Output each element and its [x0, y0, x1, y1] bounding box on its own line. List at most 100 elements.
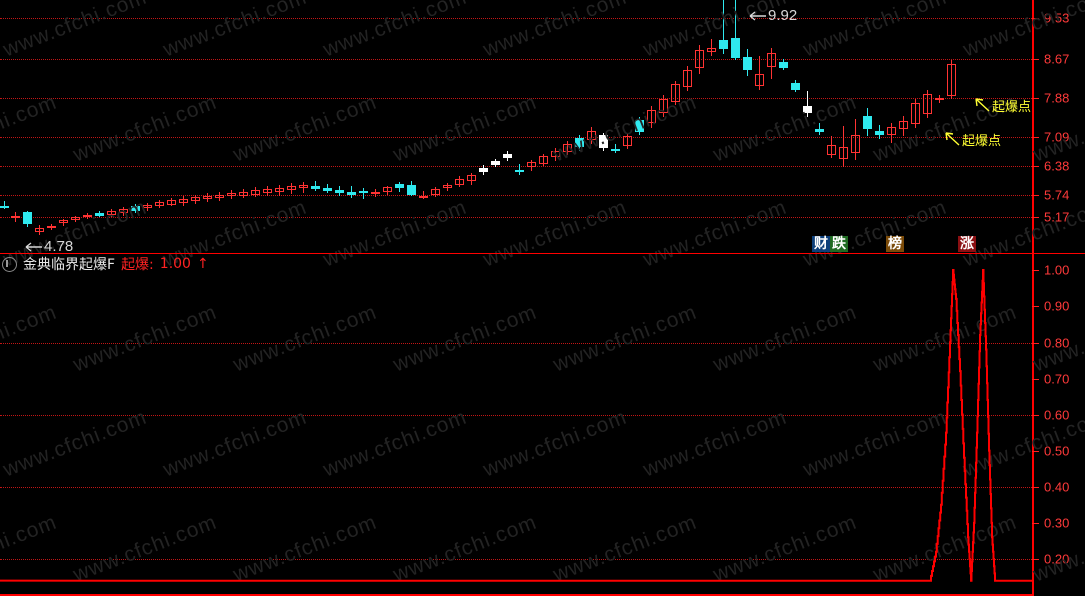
candlestick [466, 172, 476, 185]
indicator-axis-label: 0.70 [1044, 371, 1070, 387]
candle-body [778, 62, 788, 68]
candle-body [658, 98, 668, 114]
candlestick [742, 48, 752, 76]
candle-wick [686, 65, 688, 91]
candle-body [178, 199, 188, 203]
candle-body [586, 130, 596, 140]
gridline [0, 415, 1032, 416]
price-candlestick-panel: 9.53 8.67 7.88 7.09 6.38 5.74 5.17 [0, 0, 1085, 253]
candlestick [250, 187, 260, 198]
candlestick [850, 118, 860, 160]
candle-wick [434, 187, 436, 198]
candlestick [70, 215, 80, 222]
candle-body [442, 184, 452, 189]
expand-toggle-icon[interactable] [2, 256, 17, 272]
axis-tick [1032, 415, 1039, 416]
candle-body [850, 135, 860, 153]
candlestick [226, 190, 236, 200]
rank-tag-2[interactable]: 榜 [886, 236, 904, 252]
candle-body [730, 37, 740, 58]
candle-wick [218, 191, 220, 202]
candlestick [550, 148, 560, 161]
candle-body [226, 192, 236, 197]
candle-wick [362, 188, 364, 200]
candle-wick [722, 0, 724, 55]
candle-wick [518, 163, 520, 175]
candle-body [622, 136, 632, 147]
candle-body [310, 186, 320, 190]
candle-body [802, 106, 812, 114]
candle-wick [770, 47, 772, 79]
candle-wick [542, 153, 544, 167]
candle-body [262, 189, 272, 193]
axis-tick [1032, 59, 1039, 60]
candle-wick [914, 98, 916, 128]
callout-label: 起爆点 [962, 133, 1002, 148]
candlestick [586, 127, 596, 144]
candle-body [490, 160, 500, 166]
indicator-axis-label: 0.50 [1044, 443, 1070, 459]
candle-body [466, 175, 476, 181]
candle-body [238, 191, 248, 196]
gridline [0, 166, 1032, 167]
gridline [0, 18, 1032, 19]
candlestick [130, 203, 140, 213]
candlestick [622, 133, 632, 149]
candle-body [154, 201, 164, 207]
candle-body [826, 145, 836, 156]
candle-wick [926, 89, 928, 118]
candle-body [610, 148, 620, 151]
candlestick [262, 185, 272, 197]
candlestick [202, 192, 212, 202]
candle-wick [806, 91, 808, 118]
candlestick [0, 201, 9, 210]
candle-body [670, 84, 680, 102]
candle-body [0, 205, 9, 209]
axis-tick [1032, 195, 1039, 196]
candlestick [826, 136, 836, 159]
candle-body [946, 64, 956, 97]
candlestick [670, 80, 680, 106]
callout-label: 起爆点 [992, 99, 1032, 114]
axis-tick [1032, 306, 1039, 307]
candle-body [790, 83, 800, 90]
candlestick [382, 185, 392, 195]
candle-body [634, 119, 644, 132]
candlestick [190, 194, 200, 204]
candle-wick [266, 185, 268, 197]
indicator-plot-area[interactable] [0, 253, 1032, 596]
candle-body [394, 183, 404, 189]
candle-wick [590, 127, 592, 144]
rank-tag-1[interactable]: 跌 [830, 236, 848, 252]
candle-wick [458, 176, 460, 188]
candle-wick [470, 172, 472, 185]
candle-wick [194, 194, 196, 204]
candle-body [358, 190, 368, 193]
candle-body [418, 195, 428, 198]
axis-tick [1032, 523, 1039, 524]
price-axis-label: 9.53 [1044, 10, 1070, 26]
candlestick [514, 163, 524, 175]
candle-body [502, 153, 512, 159]
ranking-tag-row[interactable]: 财跌 榜 涨 [812, 236, 976, 252]
candlestick [862, 107, 872, 137]
indicator-axis-label: 0.80 [1044, 335, 1070, 351]
axis-tick [1032, 217, 1039, 218]
price-plot-area[interactable] [0, 0, 1032, 253]
candlestick [562, 140, 572, 156]
axis-tick [1032, 559, 1039, 560]
candle-wick [290, 182, 292, 194]
indicator-title-bar: 金典临界起爆F 起爆: 1.00 ↑ [0, 253, 1085, 275]
candle-wick [170, 198, 172, 207]
axis-tick [1032, 98, 1039, 99]
candlestick [238, 189, 248, 199]
candlestick [634, 117, 644, 136]
rank-tag-3[interactable]: 涨 [958, 236, 976, 252]
candlestick [22, 211, 32, 227]
candlestick [706, 39, 716, 56]
rank-tag-0[interactable]: 财 [812, 236, 830, 252]
candle-body [190, 197, 200, 201]
axis-tick [1032, 18, 1039, 19]
indicator-value: 1.00 [159, 256, 191, 272]
candle-body [274, 188, 284, 192]
